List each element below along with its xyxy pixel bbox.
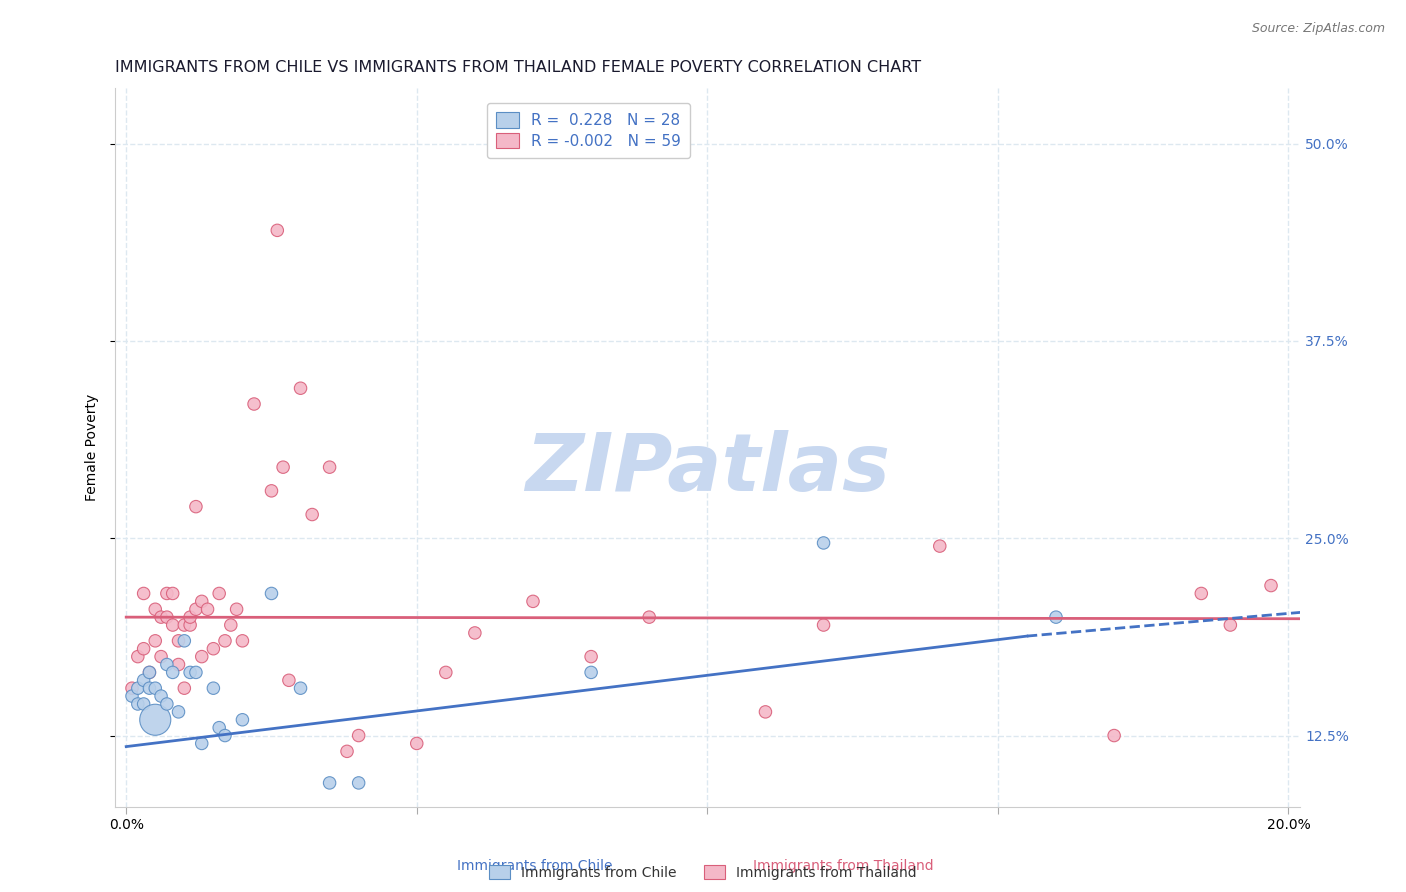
Point bbox=[231, 713, 253, 727]
Point bbox=[156, 586, 179, 600]
Point bbox=[156, 610, 179, 624]
Text: ZIPatlas: ZIPatlas bbox=[524, 430, 890, 508]
Point bbox=[179, 665, 201, 680]
Text: Source: ZipAtlas.com: Source: ZipAtlas.com bbox=[1251, 22, 1385, 36]
Point bbox=[132, 697, 155, 711]
Point bbox=[522, 594, 544, 608]
Text: IMMIGRANTS FROM CHILE VS IMMIGRANTS FROM THAILAND FEMALE POVERTY CORRELATION CHA: IMMIGRANTS FROM CHILE VS IMMIGRANTS FROM… bbox=[114, 60, 921, 75]
Point bbox=[138, 665, 160, 680]
Point bbox=[271, 460, 294, 475]
Point bbox=[143, 681, 166, 696]
Point bbox=[1102, 729, 1125, 743]
Point bbox=[132, 673, 155, 688]
Point bbox=[290, 381, 312, 395]
Point bbox=[150, 649, 173, 664]
Point bbox=[277, 673, 299, 688]
Point bbox=[143, 713, 166, 727]
Point bbox=[162, 586, 184, 600]
Point bbox=[197, 602, 219, 616]
Point bbox=[1219, 618, 1241, 632]
Point bbox=[127, 697, 149, 711]
Point bbox=[190, 736, 212, 750]
Point bbox=[167, 705, 190, 719]
Point bbox=[579, 649, 602, 664]
Point bbox=[138, 665, 160, 680]
Text: Immigrants from Chile: Immigrants from Chile bbox=[457, 859, 612, 872]
Point bbox=[260, 483, 283, 498]
Point bbox=[202, 681, 225, 696]
Point bbox=[1045, 610, 1067, 624]
Point bbox=[138, 681, 160, 696]
Text: Immigrants from Thailand: Immigrants from Thailand bbox=[754, 859, 934, 872]
Point bbox=[167, 657, 190, 672]
Point bbox=[184, 665, 207, 680]
Point bbox=[121, 689, 143, 703]
Point bbox=[150, 610, 173, 624]
Legend: R =  0.228   N = 28, R = -0.002   N = 59: R = 0.228 N = 28, R = -0.002 N = 59 bbox=[486, 103, 690, 158]
Point bbox=[260, 586, 283, 600]
Point bbox=[121, 681, 143, 696]
Point bbox=[290, 681, 312, 696]
Legend: Immigrants from Chile, Immigrants from Thailand: Immigrants from Chile, Immigrants from T… bbox=[484, 859, 922, 885]
Point bbox=[173, 681, 195, 696]
Point bbox=[1189, 586, 1212, 600]
Point bbox=[318, 460, 340, 475]
Point bbox=[162, 665, 184, 680]
Point bbox=[162, 618, 184, 632]
Point bbox=[184, 602, 207, 616]
Point bbox=[143, 602, 166, 616]
Point bbox=[754, 705, 776, 719]
Point bbox=[434, 665, 457, 680]
Point bbox=[150, 689, 173, 703]
Point bbox=[813, 618, 835, 632]
Point bbox=[202, 641, 225, 656]
Point bbox=[132, 641, 155, 656]
Point bbox=[173, 618, 195, 632]
Point bbox=[318, 776, 340, 790]
Point bbox=[347, 729, 370, 743]
Point bbox=[190, 649, 212, 664]
Point bbox=[214, 729, 236, 743]
Point bbox=[336, 744, 359, 758]
Point bbox=[143, 633, 166, 648]
Point bbox=[132, 586, 155, 600]
Point bbox=[579, 665, 602, 680]
Point bbox=[179, 610, 201, 624]
Point bbox=[266, 223, 288, 237]
Point bbox=[190, 594, 212, 608]
Point bbox=[1260, 578, 1282, 592]
Point bbox=[167, 633, 190, 648]
Point bbox=[928, 539, 950, 553]
Point bbox=[301, 508, 323, 522]
Point bbox=[464, 626, 486, 640]
Point bbox=[231, 633, 253, 648]
Point bbox=[127, 649, 149, 664]
Point bbox=[225, 602, 247, 616]
Point bbox=[405, 736, 427, 750]
Point bbox=[208, 586, 231, 600]
Point bbox=[184, 500, 207, 514]
Y-axis label: Female Poverty: Female Poverty bbox=[86, 393, 100, 501]
Point bbox=[1249, 887, 1271, 892]
Point bbox=[156, 657, 179, 672]
Point bbox=[208, 721, 231, 735]
Point bbox=[347, 776, 370, 790]
Point bbox=[179, 618, 201, 632]
Point bbox=[173, 633, 195, 648]
Point bbox=[156, 697, 179, 711]
Point bbox=[638, 610, 661, 624]
Point bbox=[813, 536, 835, 550]
Point bbox=[219, 618, 242, 632]
Point bbox=[214, 633, 236, 648]
Point bbox=[243, 397, 266, 411]
Point bbox=[127, 681, 149, 696]
